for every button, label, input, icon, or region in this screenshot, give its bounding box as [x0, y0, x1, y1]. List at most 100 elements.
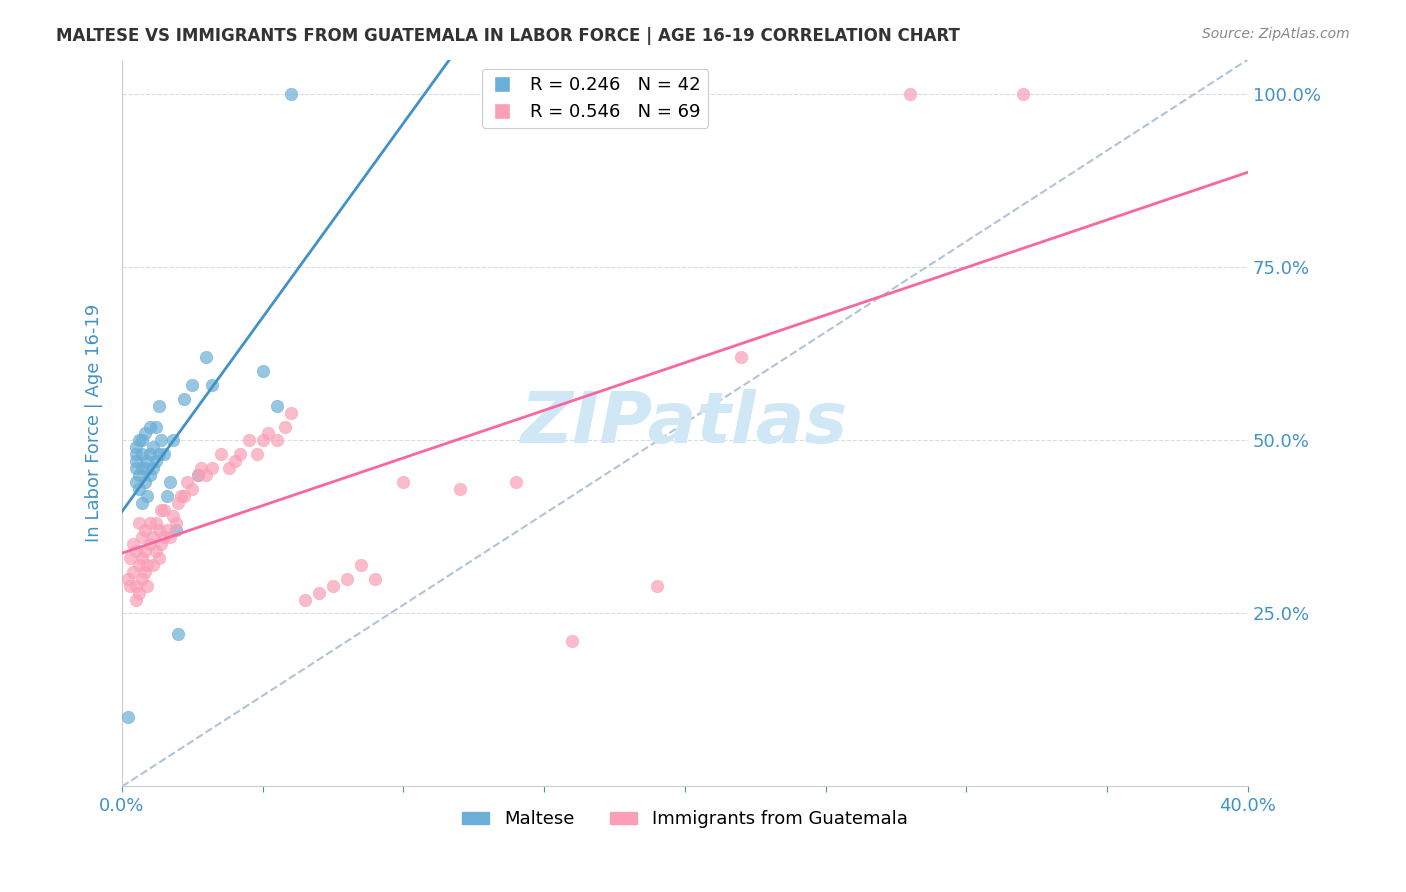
Point — [195, 351, 218, 365]
Point — [125, 579, 148, 593]
Point — [145, 454, 167, 468]
Point — [131, 572, 153, 586]
Point — [131, 434, 153, 448]
Point — [122, 565, 145, 579]
Point — [148, 551, 170, 566]
Point — [187, 467, 209, 482]
Point — [125, 440, 148, 454]
Point — [308, 585, 330, 599]
Point — [392, 475, 415, 489]
Point — [117, 710, 139, 724]
Point — [153, 502, 176, 516]
Point — [266, 399, 288, 413]
Point — [128, 434, 150, 448]
Point — [266, 434, 288, 448]
Point — [142, 440, 165, 454]
Point — [150, 502, 173, 516]
Point — [294, 592, 316, 607]
Point — [131, 551, 153, 566]
Point — [125, 454, 148, 468]
Point — [131, 461, 153, 475]
Point — [131, 496, 153, 510]
Point — [229, 447, 252, 461]
Point — [209, 447, 232, 461]
Text: ZIPatlas: ZIPatlas — [522, 389, 849, 458]
Point — [176, 475, 198, 489]
Legend: Maltese, Immigrants from Guatemala: Maltese, Immigrants from Guatemala — [456, 803, 915, 836]
Point — [131, 530, 153, 544]
Point — [162, 509, 184, 524]
Point — [120, 551, 142, 566]
Point — [120, 579, 142, 593]
Point — [117, 572, 139, 586]
Point — [181, 378, 204, 392]
Point — [224, 454, 246, 468]
Point — [128, 558, 150, 572]
Point — [201, 461, 224, 475]
Point — [350, 558, 373, 572]
Point — [156, 489, 179, 503]
Point — [162, 434, 184, 448]
Point — [153, 530, 176, 544]
Point — [159, 530, 181, 544]
Point — [134, 524, 156, 538]
Text: Source: ZipAtlas.com: Source: ZipAtlas.com — [1202, 27, 1350, 41]
Point — [150, 537, 173, 551]
Point — [1011, 87, 1033, 102]
Point — [145, 516, 167, 531]
Point — [165, 516, 187, 531]
Point — [238, 434, 260, 448]
Point — [148, 447, 170, 461]
Point — [173, 489, 195, 503]
Point — [128, 482, 150, 496]
Point — [125, 544, 148, 558]
Point — [134, 461, 156, 475]
Point — [136, 454, 159, 468]
Point — [181, 482, 204, 496]
Point — [142, 558, 165, 572]
Point — [252, 434, 274, 448]
Point — [128, 585, 150, 599]
Point — [136, 489, 159, 503]
Point — [645, 579, 668, 593]
Point — [134, 426, 156, 441]
Y-axis label: In Labor Force | Age 16-19: In Labor Force | Age 16-19 — [86, 304, 103, 542]
Point — [134, 544, 156, 558]
Point — [128, 516, 150, 531]
Point — [145, 544, 167, 558]
Point — [122, 537, 145, 551]
Point — [139, 516, 162, 531]
Point — [165, 524, 187, 538]
Point — [125, 592, 148, 607]
Point — [173, 392, 195, 406]
Point — [561, 634, 583, 648]
Point — [187, 467, 209, 482]
Point — [364, 572, 387, 586]
Point — [280, 406, 302, 420]
Point — [148, 524, 170, 538]
Point — [336, 572, 359, 586]
Point — [898, 87, 921, 102]
Point — [150, 434, 173, 448]
Point — [148, 399, 170, 413]
Point — [167, 627, 190, 641]
Point — [170, 489, 193, 503]
Point — [142, 530, 165, 544]
Point — [218, 461, 240, 475]
Point — [139, 537, 162, 551]
Point — [139, 419, 162, 434]
Point — [195, 467, 218, 482]
Point — [274, 419, 297, 434]
Point — [136, 558, 159, 572]
Point — [322, 579, 344, 593]
Point — [145, 419, 167, 434]
Point — [505, 475, 527, 489]
Point — [449, 482, 471, 496]
Point — [201, 378, 224, 392]
Point — [136, 579, 159, 593]
Text: MALTESE VS IMMIGRANTS FROM GUATEMALA IN LABOR FORCE | AGE 16-19 CORRELATION CHAR: MALTESE VS IMMIGRANTS FROM GUATEMALA IN … — [56, 27, 960, 45]
Point — [139, 447, 162, 461]
Point — [257, 426, 280, 441]
Point — [139, 467, 162, 482]
Point — [128, 467, 150, 482]
